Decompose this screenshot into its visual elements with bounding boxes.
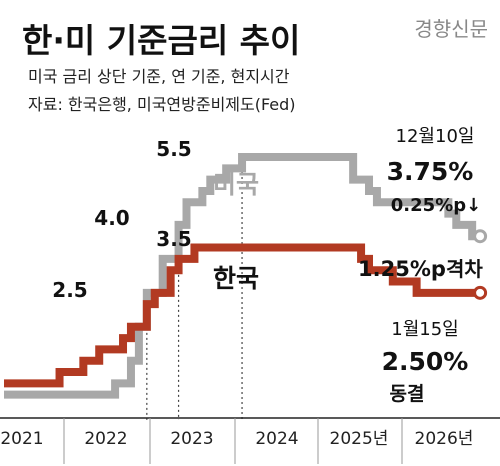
us-date-label: 12월10일 bbox=[396, 126, 475, 147]
kr-status-label: 동결 bbox=[390, 383, 425, 405]
chart-source: 자료: 한국은행, 미국연방준비제도(Fed) bbox=[28, 95, 296, 114]
level-label-1: 4.0 bbox=[94, 206, 129, 230]
series-line-us bbox=[4, 153, 481, 399]
series-layer bbox=[4, 153, 488, 399]
series-label-us: 미국 bbox=[213, 170, 259, 199]
gap-label: 격차 bbox=[446, 257, 483, 281]
series-end-point-us bbox=[473, 229, 488, 244]
level-label-2: 5.5 bbox=[156, 137, 191, 161]
series-line-kr bbox=[4, 243, 481, 388]
chart-subtitle: 미국 금리 상단 기준, 연 기준, 현지시간 bbox=[28, 67, 290, 86]
brand-logo: 경향신문 bbox=[414, 17, 488, 41]
x-tick-label-2: 2023 bbox=[170, 429, 213, 449]
x-tick-label-3: 2024 bbox=[255, 429, 298, 449]
level-label-0: 2.5 bbox=[52, 278, 87, 302]
x-tick-label-0: 2021 bbox=[0, 429, 43, 449]
series-label-kr: 한국 bbox=[213, 264, 259, 293]
chart-title: 한·미 기준금리 추이 bbox=[22, 21, 300, 60]
x-axis: 2021 2022 2023 2024 2025년 2026년 bbox=[0, 417, 500, 464]
us-rate-label: 3.75% bbox=[387, 157, 474, 186]
x-tick-label-1: 2022 bbox=[84, 429, 127, 449]
series-end-point-kr bbox=[473, 285, 488, 300]
level-labels: 2.5 4.0 5.5 3.5 bbox=[52, 137, 191, 302]
x-tick-label-5: 2026년 bbox=[415, 429, 474, 449]
us-change-label: 0.25%p↓ bbox=[391, 195, 481, 216]
level-label-3: 3.5 bbox=[156, 227, 191, 251]
x-tick-label-4: 2025년 bbox=[330, 429, 389, 449]
gap-value-label: 1.25%p bbox=[358, 257, 446, 281]
kr-date-label: 1월15일 bbox=[391, 319, 458, 340]
kr-rate-label: 2.50% bbox=[382, 347, 469, 376]
